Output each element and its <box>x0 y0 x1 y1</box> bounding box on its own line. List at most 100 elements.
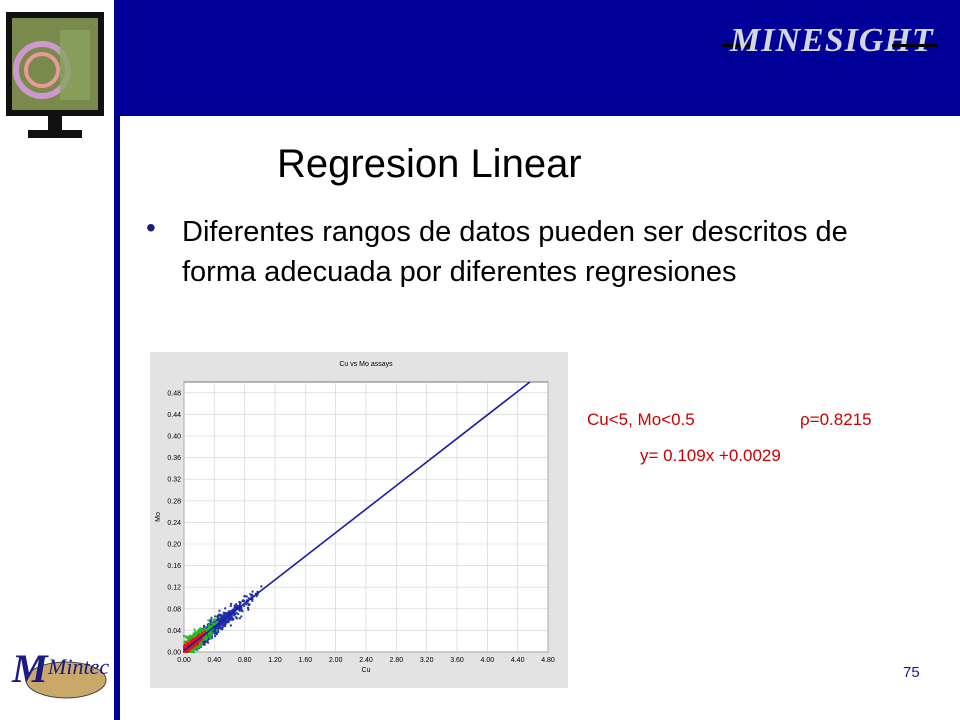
scatter-point <box>247 597 250 600</box>
scatter-point <box>199 645 202 648</box>
y-tick-label: 0.16 <box>167 563 181 570</box>
scatter-chart-panel: Cu vs Mo assays 0.00 0.40 0.80 1.20 1.60 2.00 2… <box>150 352 568 688</box>
scatter-point <box>201 640 204 643</box>
scatter-point <box>219 622 222 625</box>
scatter-point <box>227 617 230 620</box>
scatter-point <box>209 618 212 621</box>
scatter-point <box>193 645 196 648</box>
scatter-point <box>233 611 236 614</box>
scatter-point <box>218 624 221 627</box>
scatter-point <box>239 609 242 612</box>
scatter-point <box>214 615 217 618</box>
scatter-point <box>197 644 200 647</box>
y-tick-label: 0.20 <box>167 542 181 549</box>
y-tick-label: 0.36 <box>167 455 181 462</box>
y-tick-label: 0.48 <box>167 390 181 397</box>
y-tick-label: 0.32 <box>167 477 181 484</box>
scatter-point <box>217 624 220 627</box>
scatter-point <box>245 603 248 606</box>
scatter-point <box>226 621 229 624</box>
scatter-point <box>187 637 190 640</box>
scatter-point <box>185 636 188 639</box>
y-tick-label: 0.28 <box>167 498 181 505</box>
scatter-point <box>229 617 232 620</box>
scatter-point <box>205 636 208 639</box>
scatter-point <box>194 647 197 650</box>
scatter-point <box>210 621 213 624</box>
scatter-point <box>247 608 250 611</box>
scatter-point <box>209 630 212 633</box>
scatter-point <box>214 620 217 623</box>
scatter-point <box>227 620 230 623</box>
x-tick-label: 2.40 <box>359 657 373 664</box>
minesight-logo: MINESIGHT <box>722 14 952 64</box>
scatter-point <box>218 615 221 618</box>
scatter-point <box>189 646 192 649</box>
scatter-point <box>213 629 216 632</box>
x-tick-label: 0.00 <box>177 657 191 664</box>
scatter-point <box>190 649 193 652</box>
scatter-point <box>197 630 200 633</box>
scatter-point <box>228 610 231 613</box>
x-tick-label: 1.20 <box>268 657 282 664</box>
scatter-point <box>197 636 200 639</box>
scatter-point <box>188 651 191 653</box>
scatter-point <box>207 619 210 622</box>
scatter-point <box>209 634 212 637</box>
scatter-point <box>232 608 235 611</box>
scatter-point <box>216 616 219 619</box>
logo-wordmark: MINESIGHT <box>730 22 934 59</box>
scatter-point <box>237 608 240 611</box>
annotation-equation: y= 0.109x +0.0029 <box>640 446 781 465</box>
scatter-point <box>228 618 231 621</box>
scatter-point <box>189 641 192 644</box>
scatter-point <box>256 590 259 593</box>
scatter-point <box>236 606 239 609</box>
scatter-point <box>213 619 216 622</box>
scatter-point <box>245 595 248 598</box>
scatter-point <box>219 613 222 616</box>
scatter-point <box>222 617 225 620</box>
scatter-point <box>251 598 254 601</box>
scatter-point <box>233 604 236 607</box>
scatter-point <box>204 627 207 630</box>
header-banner <box>120 0 960 116</box>
scatter-point <box>202 630 205 633</box>
annotation-range: Cu<5, Mo<0.5 <box>587 410 695 429</box>
scatter-point <box>196 649 199 652</box>
scatter-point <box>194 631 197 634</box>
scatter-point <box>200 637 203 640</box>
logo-swoosh-left <box>722 44 752 47</box>
scatter-point <box>183 641 186 644</box>
scatter-point <box>191 634 194 637</box>
scatter-point <box>223 615 226 618</box>
scatter-point <box>193 634 196 637</box>
scatter-point <box>238 604 241 607</box>
regression-line <box>183 381 531 652</box>
x-tick-label: 0.40 <box>208 657 222 664</box>
scatter-point <box>214 635 217 638</box>
scatter-point <box>196 641 199 644</box>
y-tick-label: 0.24 <box>167 520 181 527</box>
y-tick-label: 0.44 <box>167 412 181 419</box>
scatter-point <box>191 636 194 639</box>
scatter-point <box>217 627 220 630</box>
mintec-logo: M Mintec <box>11 646 109 699</box>
y-axis-label: Mo <box>155 512 162 522</box>
scatter-point <box>188 636 191 639</box>
scatter-point <box>225 619 228 622</box>
scatter-point <box>185 635 188 638</box>
scatter-point <box>218 609 221 612</box>
scatter-point <box>239 601 242 604</box>
x-tick-label: 4.40 <box>511 657 525 664</box>
scatter-point <box>238 617 241 620</box>
scatter-point <box>210 632 213 635</box>
scatter-point <box>222 623 225 626</box>
scatter-point <box>229 615 232 618</box>
scatter-point <box>202 629 205 632</box>
scatter-point <box>206 626 209 629</box>
scatter-point <box>221 626 224 629</box>
scatter-point <box>226 613 229 616</box>
scatter-point <box>205 635 208 638</box>
logo-swoosh-right <box>892 44 937 47</box>
